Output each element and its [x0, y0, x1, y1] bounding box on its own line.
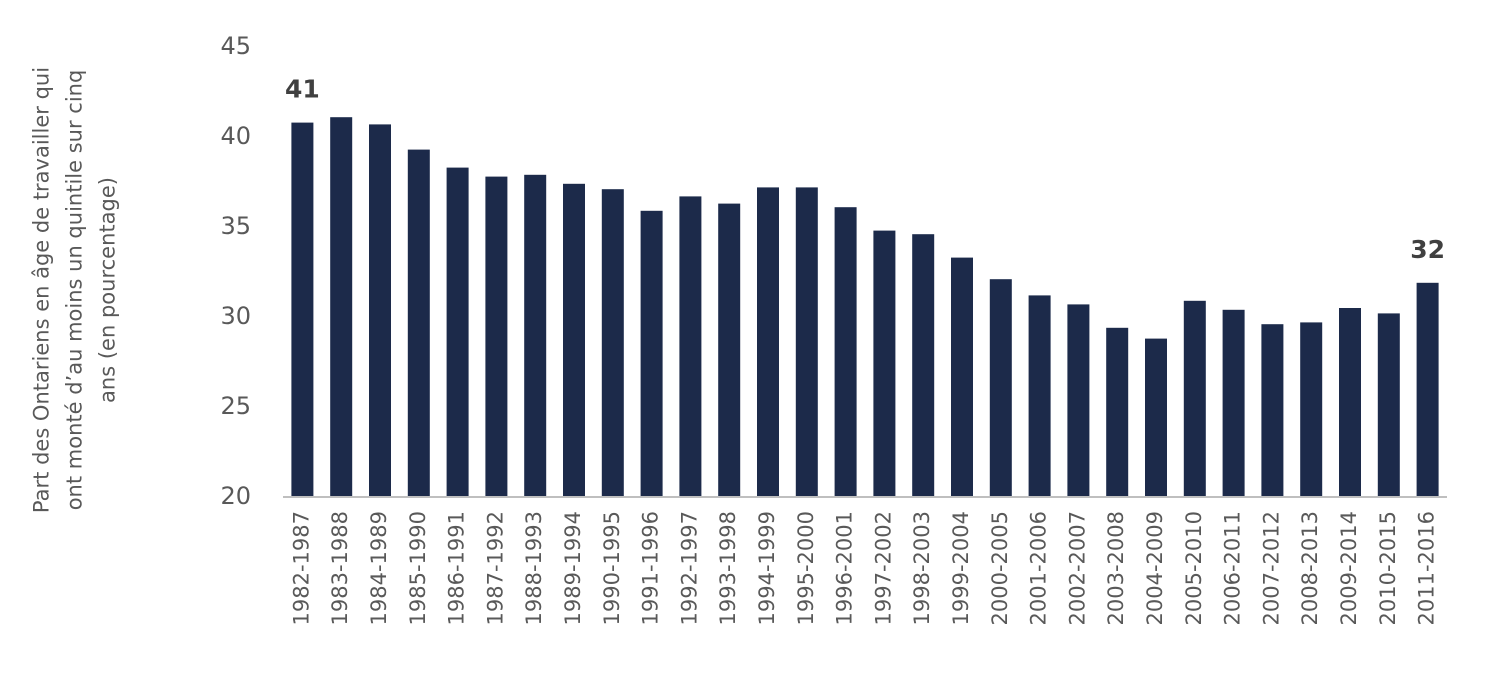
- x-tick-label: 1987-1992: [483, 511, 507, 625]
- bar: [834, 207, 857, 497]
- x-tick-label: 2007-2012: [1259, 511, 1283, 625]
- data-label: 41: [285, 75, 320, 104]
- x-tick-label: 2008-2013: [1298, 511, 1322, 625]
- bar: [718, 203, 741, 497]
- x-tick-label: 1997-2002: [871, 511, 895, 625]
- x-tick-label: 2001-2006: [1027, 511, 1051, 625]
- x-tick-label: 1996-2001: [833, 511, 857, 625]
- x-tick-label: 2002-2007: [1065, 511, 1089, 625]
- x-tick-label: 1988-1993: [522, 511, 546, 625]
- x-tick-label: 1986-1991: [445, 511, 469, 625]
- bar: [524, 174, 547, 498]
- data-label: 32: [1410, 235, 1445, 264]
- bar: [485, 176, 508, 497]
- x-tick-label: 1984-1989: [367, 511, 391, 625]
- bar: [640, 210, 663, 498]
- bar: [1145, 338, 1167, 497]
- x-tick-label: 2011-2016: [1415, 511, 1439, 625]
- x-tick-label: 1998-2003: [910, 511, 934, 625]
- x-tick-label: 1994-1999: [755, 511, 779, 625]
- bar: [1339, 308, 1361, 497]
- y-tick-label: 35: [220, 212, 251, 240]
- x-tick-label: 1982-1987: [289, 511, 313, 625]
- x-tick-label: 2010-2015: [1376, 511, 1400, 625]
- y-tick-label: 20: [220, 482, 251, 510]
- bar: [291, 122, 314, 497]
- y-tick-label: 25: [220, 392, 251, 420]
- x-tick-label: 2003-2008: [1104, 511, 1128, 625]
- x-tick-label: 2006-2011: [1221, 511, 1245, 625]
- bar: [1067, 304, 1090, 497]
- bar: [951, 257, 973, 497]
- bar: [679, 196, 702, 497]
- x-tick-label: 1989-1994: [561, 511, 585, 625]
- x-tick-label: 1999-2004: [949, 511, 973, 625]
- x-tick-label: 1990-1995: [600, 511, 624, 625]
- x-tick-label: 2004-2009: [1143, 511, 1167, 625]
- x-tick-label: 2005-2010: [1182, 511, 1206, 625]
- bar: [873, 230, 896, 497]
- x-tick-label: 2000-2005: [988, 511, 1012, 625]
- y-tick-label: 40: [220, 122, 251, 150]
- bar: [1106, 327, 1129, 497]
- bar: [757, 187, 779, 497]
- bar: [1028, 295, 1051, 497]
- bar: [912, 234, 935, 497]
- x-tick-label: 1995-2000: [794, 511, 818, 625]
- x-tick-label: 1985-1990: [406, 511, 430, 625]
- bar: [446, 167, 469, 497]
- y-tick-label: 45: [220, 32, 251, 60]
- bar: [330, 117, 353, 497]
- bar: [1416, 282, 1439, 497]
- y-tick-label: 30: [220, 302, 251, 330]
- bar: [369, 124, 391, 498]
- x-tick-label: 1983-1988: [328, 511, 352, 625]
- bar: [795, 187, 818, 497]
- x-tick-label: 1991-1996: [639, 511, 663, 625]
- bar: [1300, 322, 1323, 497]
- x-tick-label: 1992-1997: [677, 511, 701, 625]
- x-tick-label: 2009-2014: [1337, 511, 1361, 625]
- bar: [1222, 309, 1245, 497]
- bar: [989, 279, 1012, 497]
- bar: [563, 183, 585, 498]
- x-tick-label: 1993-1998: [716, 511, 740, 625]
- bar: [1183, 300, 1206, 497]
- bar: [601, 189, 624, 497]
- bar: [1261, 324, 1284, 497]
- bar: [1377, 313, 1400, 497]
- bar: [407, 149, 430, 497]
